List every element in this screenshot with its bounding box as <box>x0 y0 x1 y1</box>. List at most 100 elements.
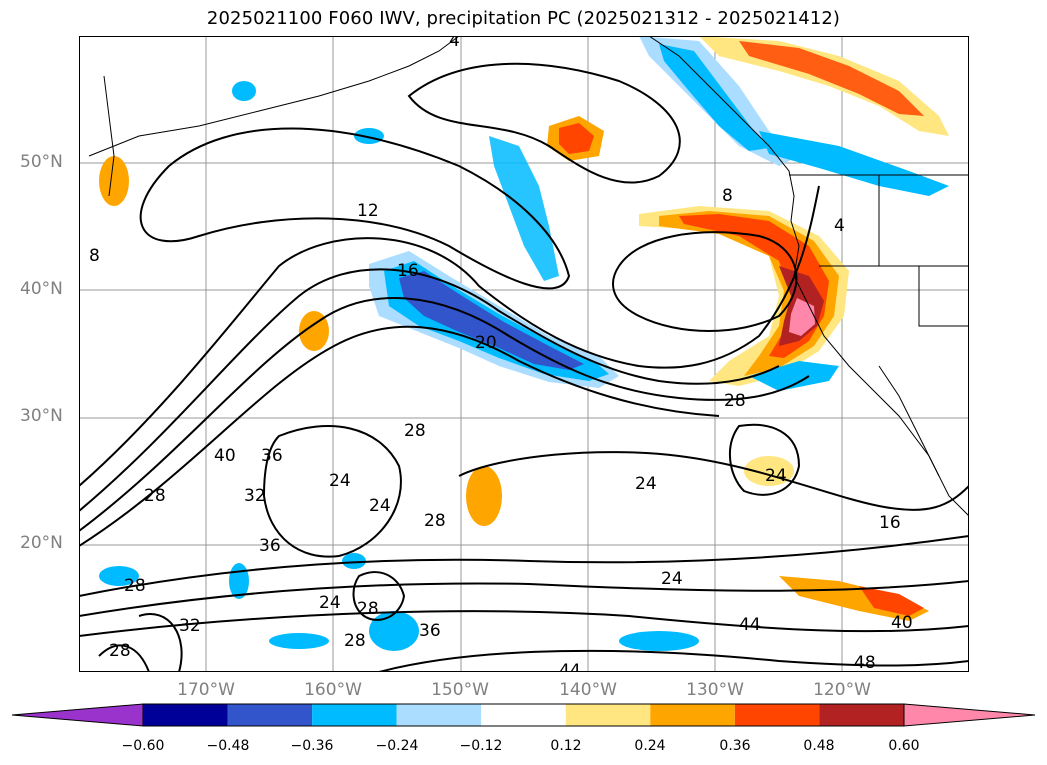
contour-label: 32 <box>244 486 266 506</box>
contour-label: 24 <box>369 496 391 516</box>
iwv-contour <box>458 451 969 511</box>
precip-blob <box>99 156 129 206</box>
lat-tick-label: 50°N <box>20 152 63 172</box>
iwv-contour <box>79 610 969 637</box>
positive-precip-west-coast-peak <box>789 298 815 336</box>
contour-label: 36 <box>261 446 283 466</box>
contour-label: 8 <box>89 246 100 266</box>
contour-label: 16 <box>879 513 901 533</box>
precip-blob <box>232 81 256 101</box>
baja-coast <box>878 365 940 477</box>
contour-label: 40 <box>214 446 236 466</box>
iwv-contour <box>352 571 406 621</box>
colorbar-segment <box>734 704 820 726</box>
iwv-contour <box>612 231 798 332</box>
alaska-bc-coast <box>648 36 969 517</box>
negative-precip-alaska-core <box>659 44 769 151</box>
colorbar-label: 0.24 <box>634 738 665 754</box>
colorbar-label: −0.60 <box>122 738 165 754</box>
contour-label: 28 <box>344 631 366 651</box>
lon-tick-label: 130°W <box>686 680 744 700</box>
lat-tick-label: 40°N <box>20 279 63 299</box>
contour-label: 16 <box>397 261 419 281</box>
contour-label: 24 <box>765 466 787 486</box>
colorbar-segment <box>481 704 566 726</box>
positive-precip-gulf-alaska-core <box>559 123 594 154</box>
colorbar-label: −0.12 <box>460 738 503 754</box>
precip-blob <box>269 633 329 649</box>
lon-tick-label: 140°W <box>559 680 617 700</box>
iwv-contour <box>79 325 720 547</box>
iwv-contour <box>98 644 150 672</box>
contour-label: 24 <box>661 569 683 589</box>
colorbar-label: 0.60 <box>888 738 919 754</box>
lon-tick-label: 170°W <box>177 680 235 700</box>
aleutian-coast <box>88 36 460 157</box>
lon-tick-label: 150°W <box>431 680 489 700</box>
contour-label: 28 <box>424 511 446 531</box>
map-plot-area: 4 8 8 4 12 16 20 28 40 36 32 28 24 24 28… <box>79 36 969 672</box>
colorbar-label: −0.24 <box>376 738 419 754</box>
contour-label: 28 <box>404 421 426 441</box>
lat-tick-label: 30°N <box>20 406 63 426</box>
contour-label: 40 <box>891 613 913 633</box>
colorbar-label: −0.48 <box>207 738 250 754</box>
colorbar-segment <box>312 704 397 726</box>
colorbar-segment <box>650 704 735 726</box>
iwv-contour <box>139 127 571 290</box>
iwv-contour <box>79 185 820 487</box>
precip-blob <box>354 128 384 144</box>
contour-label: 4 <box>449 36 460 51</box>
precip-blob <box>369 611 419 651</box>
colorbar-extend-high <box>903 703 1036 727</box>
negative-precip-strong <box>399 271 584 370</box>
iwv-contour <box>262 425 402 558</box>
colorbar-labels: −0.60 −0.48 −0.36 −0.24 −0.12 0.12 0.24 … <box>122 738 920 754</box>
iwv-contour <box>378 649 969 672</box>
map-canvas: 4 8 8 4 12 16 20 28 40 36 32 28 24 24 28… <box>79 36 969 672</box>
state-border <box>918 266 969 327</box>
negative-precip-baja <box>749 361 839 391</box>
positive-precip-north-band <box>699 36 949 136</box>
colorbar: −0.60 −0.48 −0.36 −0.24 −0.12 0.12 0.24 … <box>11 703 1036 754</box>
precipitation-shading <box>99 36 949 651</box>
colorbar-segment <box>227 704 313 726</box>
contour-label: 8 <box>722 186 733 206</box>
contour-label: 24 <box>635 474 657 494</box>
iwv-contour <box>79 297 810 532</box>
iwv-contours <box>79 62 969 672</box>
hawaii-coast <box>103 75 115 197</box>
precip-blob <box>619 631 699 651</box>
contour-label: 20 <box>475 333 497 353</box>
precip-blob <box>99 566 139 586</box>
colorbar-label: 0.12 <box>550 738 581 754</box>
lat-tick-label: 20°N <box>20 533 63 553</box>
contour-label: 24 <box>329 471 351 491</box>
colorbar-outline <box>142 703 905 727</box>
positive-precip-subtropical-core <box>859 586 924 616</box>
colorbar-label: 0.48 <box>803 738 834 754</box>
iwv-contour <box>79 580 969 617</box>
contour-label: 36 <box>419 621 441 641</box>
colorbar-segment <box>819 704 904 726</box>
precip-blob <box>299 311 329 351</box>
contour-label: 28 <box>144 486 166 506</box>
colorbar-label: 0.36 <box>719 738 750 754</box>
contour-label: 12 <box>357 201 379 221</box>
contour-label: 44 <box>559 661 581 672</box>
precip-blob <box>342 553 366 569</box>
contour-label: 28 <box>357 599 379 619</box>
colorbar-segment <box>143 704 228 726</box>
contour-labels: 4 8 8 4 12 16 20 28 40 36 32 28 24 24 28… <box>89 36 913 672</box>
coastlines <box>88 36 969 517</box>
positive-precip-north-band-core <box>739 41 924 116</box>
contour-label: 44 <box>739 615 761 635</box>
colorbar-label: −0.36 <box>291 738 334 754</box>
contour-label: 36 <box>259 536 281 556</box>
iwv-contour <box>79 535 969 597</box>
contour-label: 28 <box>724 391 746 411</box>
contour-label: 24 <box>319 593 341 613</box>
lon-tick-label: 120°W <box>813 680 871 700</box>
colorbar-segments <box>11 703 1036 727</box>
iwv-contour <box>79 268 780 512</box>
